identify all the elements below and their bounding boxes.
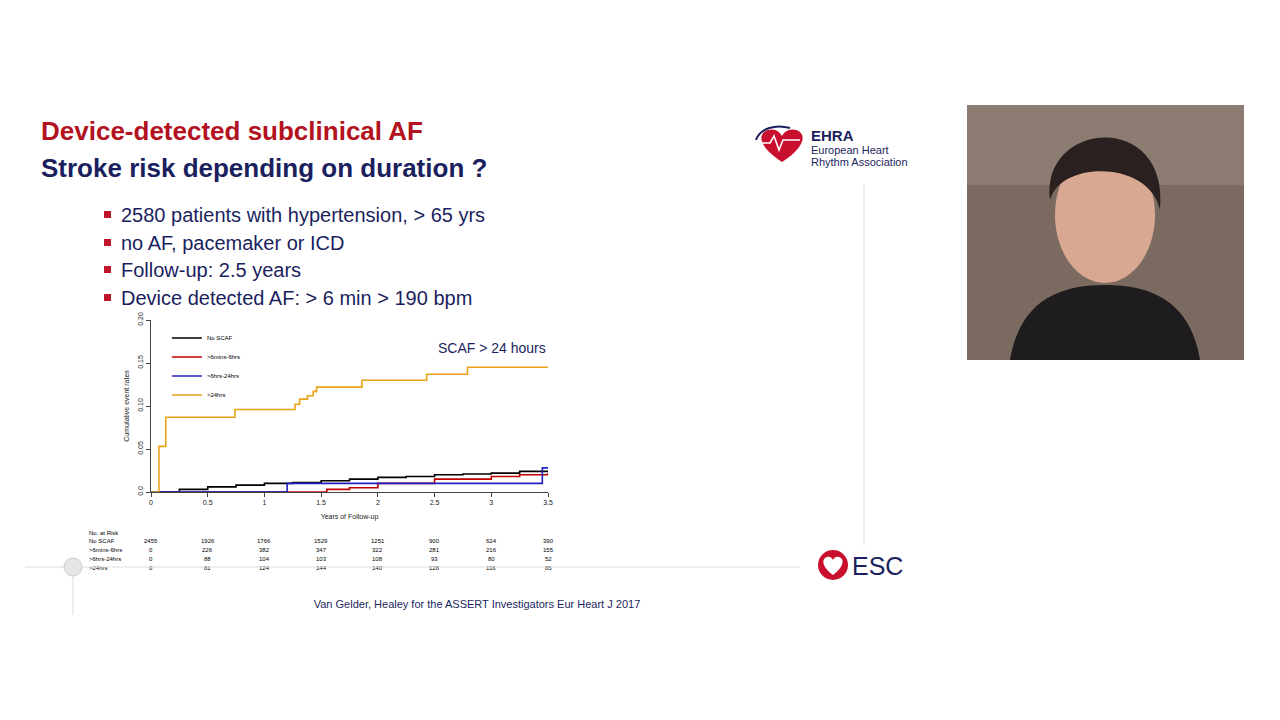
svg-text:>6mins-6hrs: >6mins-6hrs bbox=[207, 354, 240, 360]
svg-text:81: 81 bbox=[204, 565, 211, 571]
svg-text:124: 124 bbox=[259, 565, 270, 571]
svg-text:80: 80 bbox=[488, 556, 495, 562]
html-text:Follow-up: 2.5 years: Follow-up: 2.5 years bbox=[121, 259, 302, 281]
svg-text:103: 103 bbox=[316, 556, 327, 562]
svg-text:1926: 1926 bbox=[201, 538, 215, 544]
svg-text:3: 3 bbox=[489, 499, 493, 506]
svg-text:0.15: 0.15 bbox=[137, 355, 144, 369]
svg-text:3.5: 3.5 bbox=[543, 499, 553, 506]
svg-text:0.05: 0.05 bbox=[137, 441, 144, 455]
svg-text:116: 116 bbox=[486, 565, 496, 571]
svg-text:2.5: 2.5 bbox=[430, 499, 440, 506]
svg-text:347: 347 bbox=[316, 547, 327, 553]
svg-text:0: 0 bbox=[149, 547, 153, 553]
svg-text:144: 144 bbox=[316, 565, 327, 571]
svg-text:226: 226 bbox=[202, 547, 213, 553]
svg-text:2455: 2455 bbox=[144, 538, 158, 544]
svg-text:1.5: 1.5 bbox=[316, 499, 326, 506]
html-text:no AF, pacemaker or ICD: no AF, pacemaker or ICD bbox=[121, 231, 345, 254]
html-text:2580 patients with hypertensio: 2580 patients with hypertension, > 65 yr… bbox=[121, 204, 486, 226]
svg-text:85: 85 bbox=[545, 565, 552, 571]
svg-text:No. at Risk: No. at Risk bbox=[89, 530, 119, 536]
svg-text:0: 0 bbox=[149, 499, 153, 506]
svg-text:0: 0 bbox=[149, 556, 153, 562]
svg-text:SCAF > 24 hours: SCAF > 24 hours bbox=[438, 340, 546, 356]
svg-text:900: 900 bbox=[429, 538, 440, 544]
svg-text:140: 140 bbox=[372, 565, 383, 571]
svg-text:390: 390 bbox=[543, 538, 554, 544]
svg-text:>6hrs-24hrs: >6hrs-24hrs bbox=[207, 373, 239, 379]
svg-text:0: 0 bbox=[149, 565, 153, 571]
html-text:Device-detected subclinical AF: Device-detected subclinical AF bbox=[41, 116, 423, 146]
svg-text:>6hrs-24hrs: >6hrs-24hrs bbox=[89, 556, 121, 562]
svg-text:1529: 1529 bbox=[314, 538, 328, 544]
svg-text:No SCAF: No SCAF bbox=[207, 335, 233, 341]
svg-text:128: 128 bbox=[429, 565, 440, 571]
svg-text:281: 281 bbox=[429, 547, 440, 553]
svg-text:1: 1 bbox=[262, 499, 266, 506]
svg-text:216: 216 bbox=[486, 547, 497, 553]
svg-text:2: 2 bbox=[376, 499, 380, 506]
svg-text:1251: 1251 bbox=[371, 538, 385, 544]
svg-text:322: 322 bbox=[372, 547, 383, 553]
svg-text:93: 93 bbox=[431, 556, 438, 562]
svg-text:0.0: 0.0 bbox=[137, 486, 144, 496]
svg-text:52: 52 bbox=[545, 556, 552, 562]
svg-text:0.20: 0.20 bbox=[137, 312, 144, 326]
svg-text:108: 108 bbox=[372, 556, 383, 562]
svg-text:104: 104 bbox=[259, 556, 270, 562]
html-text:Device detected AF: > 6 min >: Device detected AF: > 6 min > 190 bpm bbox=[121, 286, 473, 309]
html-text:Stroke risk depending on durat: Stroke risk depending on duration ? bbox=[41, 153, 488, 183]
svg-text:155: 155 bbox=[543, 547, 554, 553]
svg-text:No SCAF: No SCAF bbox=[89, 538, 115, 544]
html-text:Van Gelder, Healey for the ASS: Van Gelder, Healey for the ASSERT Invest… bbox=[313, 598, 641, 610]
svg-text:624: 624 bbox=[486, 538, 497, 544]
svg-text:Cumulative event rates: Cumulative event rates bbox=[123, 370, 130, 442]
svg-text:0.10: 0.10 bbox=[137, 398, 144, 412]
html-text:European Heart: European Heart bbox=[811, 144, 889, 156]
svg-text:>6mins-6hrs: >6mins-6hrs bbox=[89, 547, 122, 553]
html-text:EHRA: EHRA bbox=[811, 127, 854, 144]
html-text:Rhythm Association: Rhythm Association bbox=[811, 156, 908, 168]
svg-text:1766: 1766 bbox=[257, 538, 271, 544]
svg-text:>24hrs: >24hrs bbox=[89, 565, 108, 571]
html-text:ESC: ESC bbox=[852, 552, 904, 580]
svg-text:0.5: 0.5 bbox=[203, 499, 213, 506]
svg-text:Years of Follow-up: Years of Follow-up bbox=[321, 513, 379, 521]
svg-text:382: 382 bbox=[259, 547, 270, 553]
svg-text:>24hrs: >24hrs bbox=[207, 392, 226, 398]
svg-text:88: 88 bbox=[204, 556, 211, 562]
